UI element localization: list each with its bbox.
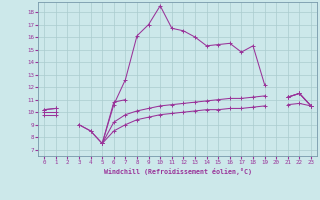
- X-axis label: Windchill (Refroidissement éolien,°C): Windchill (Refroidissement éolien,°C): [104, 168, 252, 175]
